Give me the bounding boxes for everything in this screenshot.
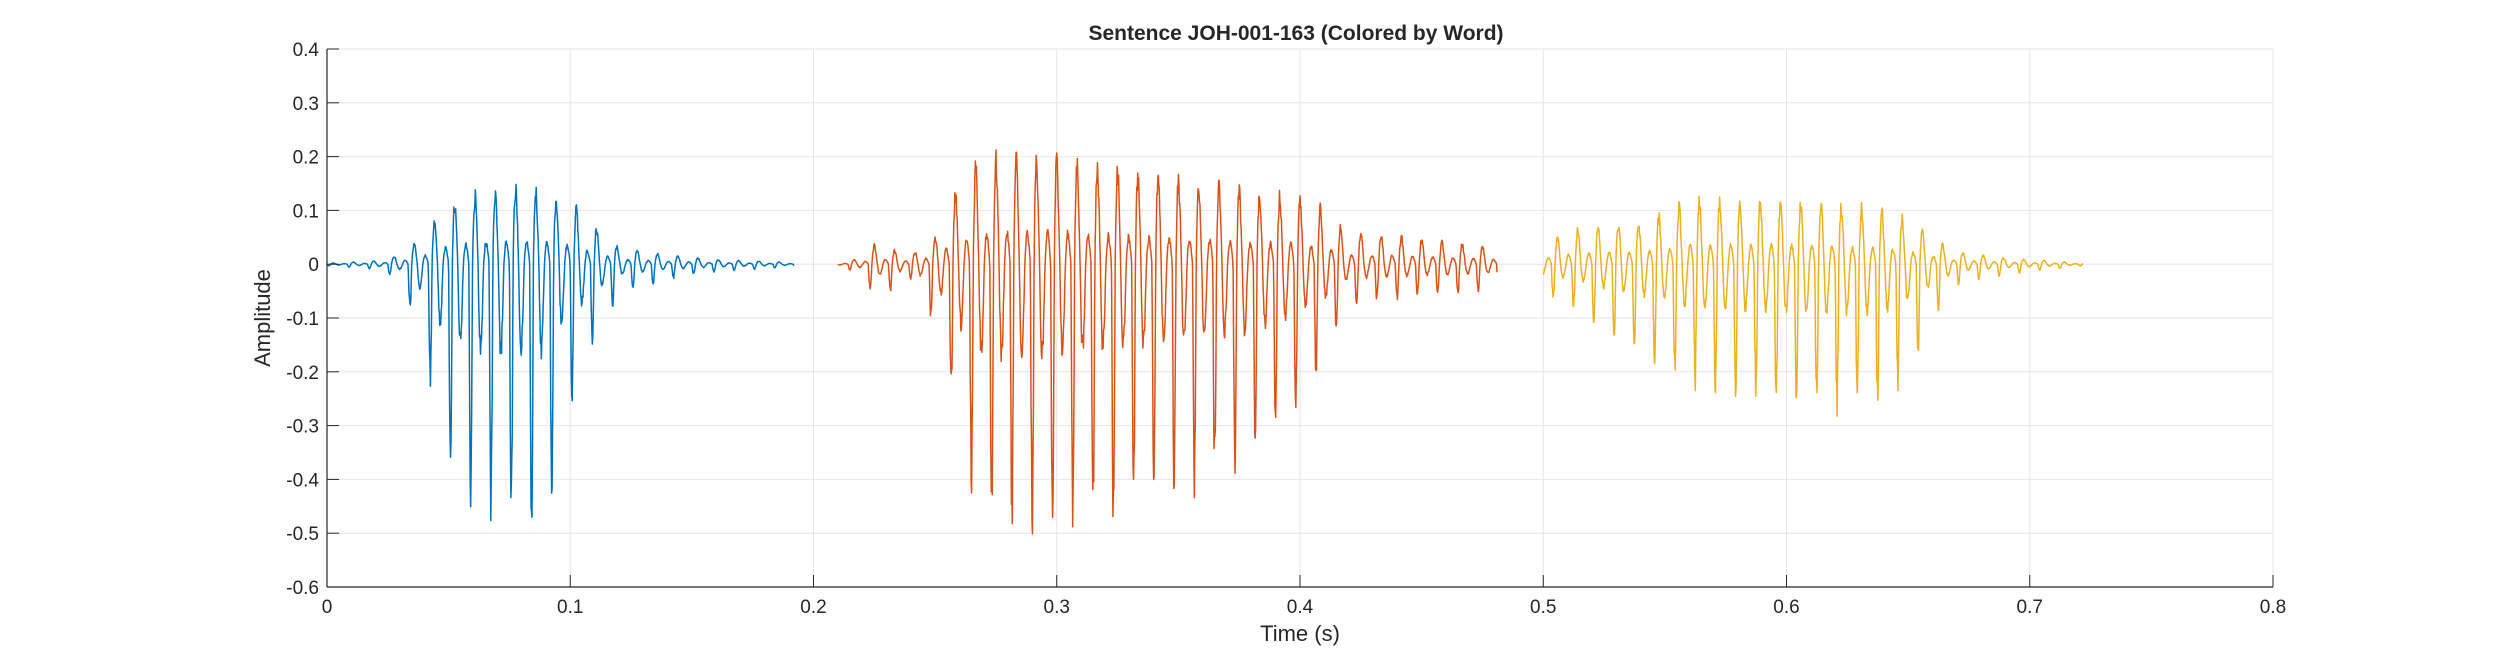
y-axis-label: Amplitude — [250, 269, 275, 367]
y-tick-label: -0.5 — [286, 524, 319, 545]
waveform-series-3 — [1542, 195, 2084, 418]
y-tick-label: 0.2 — [293, 148, 319, 169]
x-tick-label: 0.5 — [1530, 597, 1556, 618]
y-tick-label: -0.6 — [286, 578, 319, 599]
y-ticks: 0.4 0.3 0.2 0.1 0 -0.1 -0.2 -0.3 -0.4 -0.5 -0.6 — [286, 40, 339, 599]
chart-title: Sentence JOH-001-163 (Colored by Word) — [1088, 22, 1503, 45]
x-axis-label: Time (s) — [1260, 621, 1340, 646]
grid — [326, 48, 2274, 588]
x-tick-label: 0.6 — [1773, 597, 1799, 618]
y-tick-label: 0.1 — [293, 201, 319, 222]
x-tick-label: 0.8 — [2260, 597, 2286, 618]
y-tick-label: -0.1 — [286, 309, 319, 330]
x-tick-label: 0.3 — [1044, 597, 1070, 618]
y-tick-label: -0.4 — [286, 470, 319, 491]
waveform-series — [326, 149, 2084, 535]
y-tick-label: 0.4 — [293, 40, 320, 61]
x-tick-label: 0.2 — [800, 597, 826, 618]
x-tick-label: 0 — [322, 597, 333, 618]
plot-area: 0 0.1 0.2 0.3 0.4 0.5 0.6 0.7 0.8 0.40.30.20.10-… — [286, 40, 2286, 618]
x-ticks: 0 0.1 0.2 0.3 0.4 0.5 0.6 0.7 0.8 — [322, 575, 2286, 618]
waveform-series-2 — [837, 149, 1498, 535]
x-tick-label: 0.4 — [1287, 597, 1314, 618]
y-tick-label: 0.3 — [293, 94, 319, 115]
y-tick-label: -0.2 — [286, 363, 319, 384]
x-tick-label: 0.1 — [557, 597, 583, 618]
y-tick-label: -0.3 — [286, 417, 319, 438]
y-tick-label: 0 — [308, 255, 319, 276]
x-tick-label: 0.7 — [2017, 597, 2043, 618]
waveform-series-1 — [326, 183, 795, 522]
